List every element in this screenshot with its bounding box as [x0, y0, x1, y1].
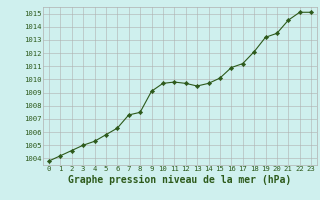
X-axis label: Graphe pression niveau de la mer (hPa): Graphe pression niveau de la mer (hPa)	[68, 175, 292, 185]
